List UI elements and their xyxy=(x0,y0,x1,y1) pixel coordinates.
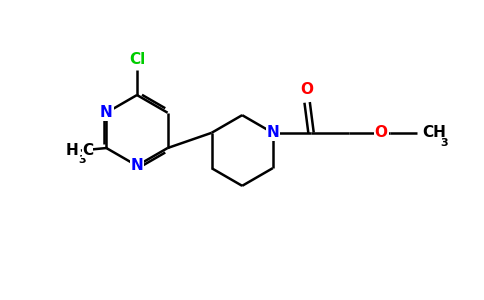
Text: O: O xyxy=(375,125,388,140)
Text: Cl: Cl xyxy=(129,52,145,67)
Text: 3: 3 xyxy=(440,138,448,148)
Text: N: N xyxy=(266,125,279,140)
Text: CH: CH xyxy=(422,125,446,140)
Text: C: C xyxy=(82,143,93,158)
Text: N: N xyxy=(131,158,143,173)
Text: O: O xyxy=(301,82,314,97)
Text: 3: 3 xyxy=(78,155,86,165)
Text: N: N xyxy=(100,105,113,120)
Text: H: H xyxy=(66,143,78,158)
